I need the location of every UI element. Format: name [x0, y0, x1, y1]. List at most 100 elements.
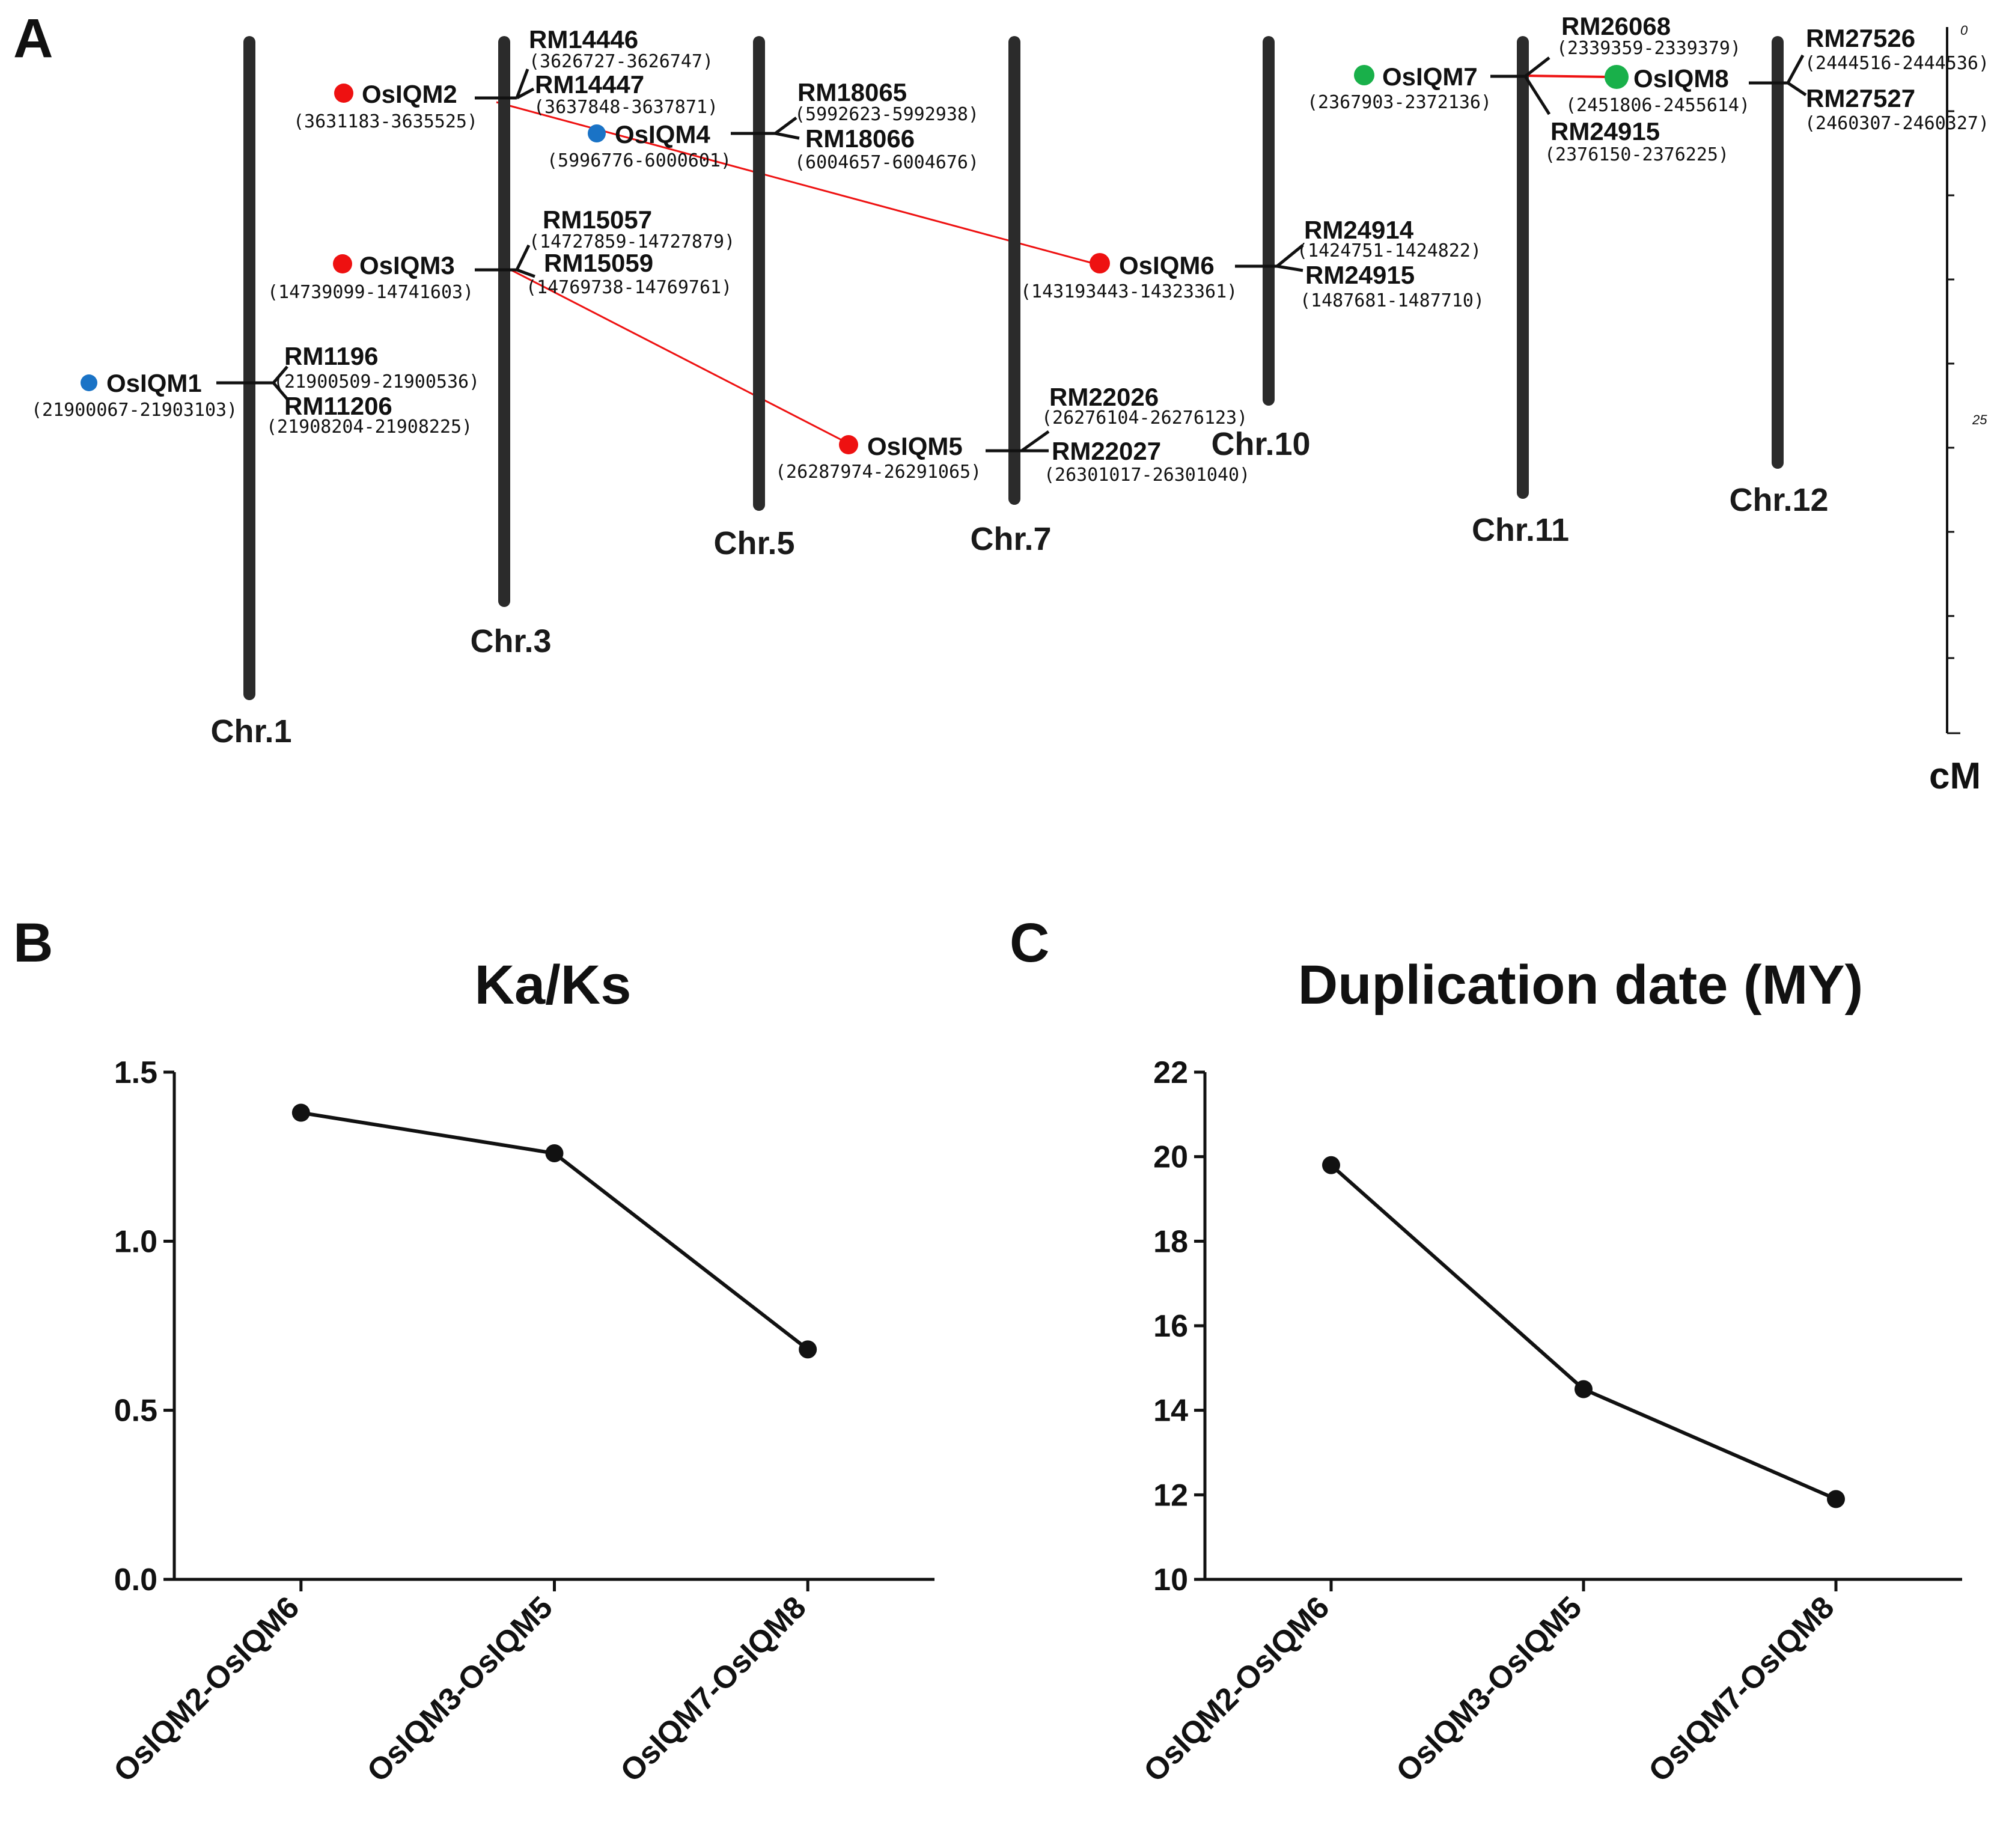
- x-category-label: OsIQM3-OsIQM5: [1389, 1590, 1588, 1789]
- data-point: [545, 1144, 564, 1163]
- marker-name-rm11206: RM11206: [284, 392, 392, 420]
- x-category-label: OsIQM2-OsIQM6: [107, 1590, 306, 1789]
- gene-name-osiqm7: OsIQM7: [1382, 63, 1478, 91]
- gene-osiqm5: OsIQM5 (26287974-26291065): [775, 430, 1050, 483]
- marker-name-rm27526: RM27526: [1806, 24, 1915, 52]
- y-tick-label: 18: [1153, 1224, 1188, 1259]
- series-line: [1330, 1163, 1837, 1501]
- scale-tick-0: 0: [1960, 23, 1968, 38]
- marker-name-rm15057: RM15057: [543, 206, 652, 234]
- gene-osiqm2: OsIQM2 (3631183-3635525): [293, 69, 535, 132]
- marker-name-rm14447: RM14447: [535, 70, 644, 99]
- chromosome-bar-chr1: [243, 36, 255, 700]
- gene-osiqm8: OsIQM8 (2451806-2455614): [1565, 54, 1807, 116]
- gene-dot-osiqm4: [588, 124, 606, 142]
- marker-coords-rm18066: (6004657-6004676): [794, 152, 979, 173]
- marker-name-rm24915: RM24915: [1305, 261, 1415, 289]
- marker-name-rm18065: RM18065: [797, 78, 907, 106]
- marker-name-rm15059: RM15059: [544, 249, 653, 277]
- gene-coords-osiqm6: (143193443-14323361): [1020, 281, 1237, 302]
- gene-name-osiqm5: OsIQM5: [867, 432, 963, 460]
- marker-coords-rm18065: (5992623-5992938): [794, 104, 979, 125]
- gene-name-osiqm1: OsIQM1: [106, 369, 202, 397]
- gene-coords-osiqm1: (21900067-21903103): [31, 400, 237, 421]
- marker-name-rm1196: RM1196: [284, 342, 378, 370]
- gene-dot-osiqm2: [334, 84, 353, 103]
- gene-osiqm7: OsIQM7 (2367903-2372136): [1307, 56, 1551, 115]
- y-tick-label: 22: [1153, 1055, 1188, 1090]
- marker-coords-rm24915: (1487681-1487710): [1300, 290, 1484, 311]
- marker-name-rm14446: RM14446: [529, 25, 638, 53]
- marker-coords-rm27527: (2460307-2460327): [1805, 113, 1989, 134]
- y-tick-label: 10: [1153, 1563, 1188, 1597]
- gene-coords-osiqm4: (5996776-6000601): [547, 150, 731, 171]
- gene-name-osiqm6: OsIQM6: [1119, 251, 1215, 279]
- x-category-label: OsIQM3-OsIQM5: [361, 1590, 559, 1789]
- gene-name-osiqm3: OsIQM3: [359, 251, 455, 279]
- cm-scale-bar: 0 25 cM: [1929, 23, 1987, 797]
- gene-name-osiqm4: OsIQM4: [615, 120, 710, 148]
- marker-coords-rm15057: (14727859-14727879): [529, 231, 735, 252]
- chromosome-bar-chr11: [1517, 36, 1529, 499]
- duplication-link-osiqm7-osiqm8: [1525, 75, 1611, 78]
- gene-dot-osiqm8: [1605, 65, 1629, 89]
- panel-c-duplication-date-chart: C Duplication date (MY) 10 12 14 16 18 20 22 Os…: [1010, 912, 1962, 1789]
- y-tick-label: 1.0: [114, 1224, 157, 1259]
- scale-unit-label: cM: [1929, 755, 1981, 797]
- data-point: [1575, 1380, 1593, 1398]
- panel-c-letter: C: [1010, 912, 1049, 974]
- chromosome-label-chr7: Chr.7: [970, 521, 1051, 557]
- marker-coords-rm1196: (21900509-21900536): [273, 371, 480, 392]
- marker-coords-rm24915-chr11: (2376150-2376225): [1544, 144, 1729, 165]
- marker-coords-rm14447: (3637848-3637871): [534, 97, 718, 118]
- x-category-label: OsIQM7-OsIQM8: [614, 1590, 813, 1789]
- chart-title: Ka/Ks: [475, 954, 632, 1016]
- chromosome-label-chr11: Chr.11: [1472, 512, 1569, 548]
- marker-name-rm22026: RM22026: [1049, 383, 1159, 411]
- panel-a-letter: A: [13, 8, 53, 69]
- gene-osiqm3: OsIQM3 (14739099-14741603): [267, 244, 535, 303]
- marker-coords-rm22027: (26301017-26301040): [1044, 465, 1250, 486]
- marker-name-rm22027: RM22027: [1052, 437, 1161, 465]
- duplication-link-osiqm3-osiqm5: [509, 268, 849, 445]
- y-tick-label: 0.5: [114, 1394, 157, 1429]
- marker-name-rm24915-chr11: RM24915: [1550, 117, 1660, 145]
- gene-coords-osiqm7: (2367903-2372136): [1307, 92, 1492, 113]
- chromosome-bar-chr3: [498, 36, 510, 607]
- panel-b-kaks-chart: B Ka/Ks 0.0 0.5 1.0 1.5 OsIQM2-OsIQM6 OsIQM3-…: [13, 912, 934, 1789]
- marker-name-rm26068: RM26068: [1561, 12, 1671, 40]
- chromosome-bar-chr7: [1008, 36, 1020, 505]
- data-point: [799, 1340, 817, 1359]
- gene-coords-osiqm8: (2451806-2455614): [1565, 95, 1750, 116]
- marker-coords-rm14446: (3626727-3626747): [529, 51, 713, 72]
- marker-coords-rm22026: (26276104-26276123): [1041, 407, 1248, 428]
- y-tick-label: 20: [1153, 1140, 1188, 1175]
- chromosome-label-chr10: Chr.10: [1211, 426, 1310, 462]
- marker-name-rm18066: RM18066: [805, 124, 915, 153]
- marker-coords-rm26068: (2339359-2339379): [1556, 38, 1741, 59]
- data-point: [1827, 1490, 1845, 1508]
- chromosome-label-chr12: Chr.12: [1729, 482, 1828, 518]
- y-tick-label: 1.5: [114, 1055, 157, 1090]
- x-category-label: OsIQM7-OsIQM8: [1642, 1590, 1841, 1789]
- gene-dot-osiqm5: [839, 435, 858, 454]
- marker-coords-rm11206: (21908204-21908225): [266, 416, 472, 438]
- marker-coords-rm24914: (1424751-1424822): [1297, 240, 1481, 261]
- gene-dot-osiqm6: [1090, 253, 1110, 273]
- y-tick-label: 12: [1153, 1478, 1188, 1513]
- chromosome-bar-chr5: [753, 36, 765, 511]
- marker-name-rm27527: RM27527: [1806, 84, 1915, 112]
- chromosome-label-chr5: Chr.5: [713, 525, 794, 561]
- gene-coords-osiqm2: (3631183-3635525): [293, 111, 478, 132]
- chart-title: Duplication date (MY): [1298, 954, 1863, 1016]
- marker-coords-rm27526: (2444516-2444536): [1805, 53, 1989, 74]
- panel-a-chromosome-map: A Chr.1 Chr.3 Chr.5 Chr.7 Chr.10 Chr.11 …: [13, 8, 1989, 797]
- chromosome-label-chr3: Chr.3: [470, 623, 551, 659]
- gene-dot-osiqm3: [333, 254, 352, 273]
- gene-osiqm1: OsIQM1 (21900067-21903103): [31, 365, 288, 421]
- gene-coords-osiqm3: (14739099-14741603): [267, 282, 474, 303]
- scale-tick-25: 25: [1972, 412, 1987, 427]
- gene-osiqm6: OsIQM6 (143193443-14323361): [1020, 244, 1304, 302]
- data-point: [1322, 1156, 1340, 1174]
